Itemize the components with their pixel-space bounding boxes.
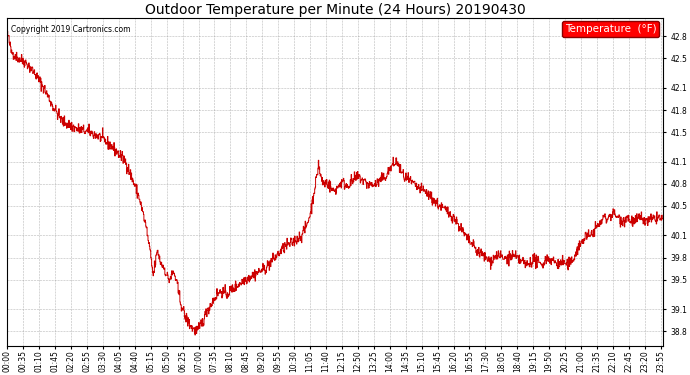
Legend: Temperature  (°F): Temperature (°F) xyxy=(562,21,660,38)
Temperature  (°F) xyxy=(581,230,589,235)
Text: Copyright 2019 Cartronics.com: Copyright 2019 Cartronics.com xyxy=(10,24,130,33)
Line: Temperature  (°F): Temperature (°F) xyxy=(8,31,662,335)
Temperature  (°F) xyxy=(190,333,199,337)
Temperature  (°F) xyxy=(133,196,141,201)
Temperature  (°F) xyxy=(658,216,667,221)
Temperature  (°F) xyxy=(523,262,531,267)
Temperature  (°F) xyxy=(223,296,231,301)
Temperature  (°F) xyxy=(3,29,12,33)
Temperature  (°F) xyxy=(437,206,446,210)
Title: Outdoor Temperature per Minute (24 Hours) 20190430: Outdoor Temperature per Minute (24 Hours… xyxy=(145,3,525,17)
Temperature  (°F) xyxy=(149,273,157,278)
